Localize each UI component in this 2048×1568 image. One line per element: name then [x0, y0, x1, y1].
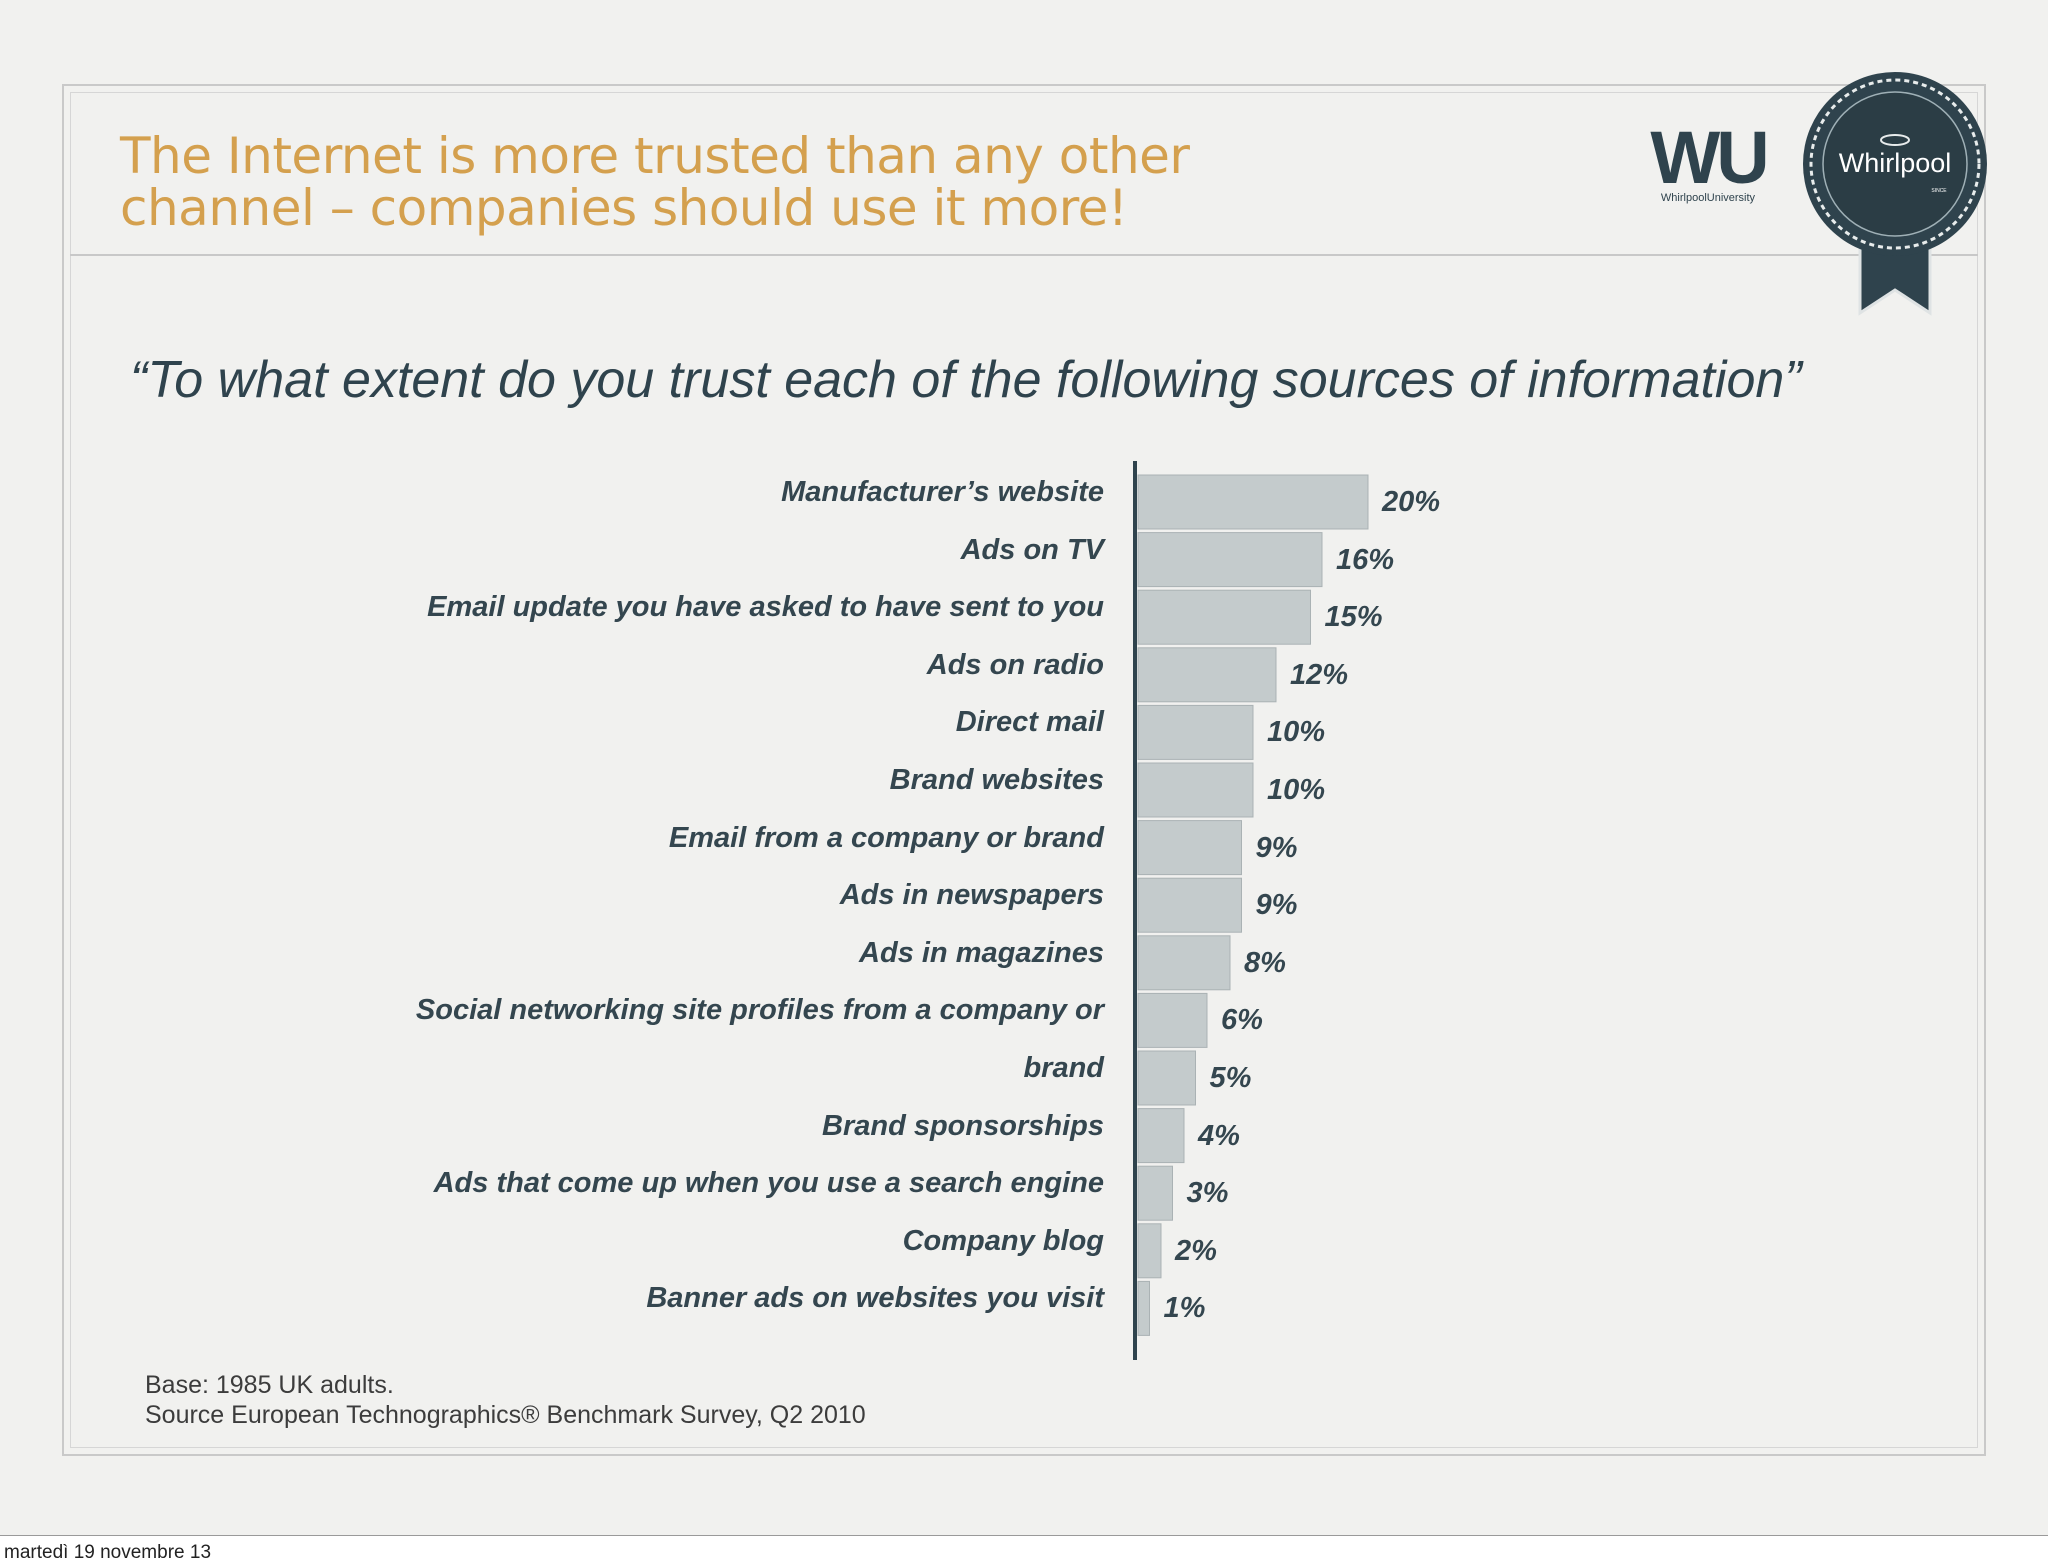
bar-9 — [1137, 935, 1231, 991]
value-label: 10% — [1267, 716, 1326, 749]
value-label: 8% — [1244, 946, 1286, 979]
date-footer-bar: martedì 19 novembre 13 — [0, 1535, 2048, 1568]
category-label: Brand sponsorships — [822, 1109, 1104, 1142]
bar-1 — [1137, 474, 1369, 530]
slide-title: The Internet is more trusted than any ot… — [120, 130, 1190, 234]
value-label: 12% — [1290, 658, 1349, 691]
survey-question: “To what extent do you trust each of the… — [130, 351, 1802, 409]
trust-bar-chart — [1133, 461, 1369, 1360]
category-label: Email update you have asked to have sent… — [427, 591, 1104, 624]
bar-13 — [1137, 1165, 1173, 1221]
value-label: 16% — [1336, 543, 1395, 576]
category-label: Ads on TV — [960, 533, 1104, 566]
category-label: Banner ads on websites you visit — [646, 1282, 1104, 1315]
date-footer-text: martedì 19 novembre 13 — [4, 1542, 212, 1563]
category-label: Ads in newspapers — [839, 879, 1104, 912]
title-divider — [70, 254, 1978, 256]
value-label: 9% — [1255, 831, 1298, 864]
seal-subtext: SINCE — [1931, 188, 1947, 194]
bar-2 — [1137, 532, 1323, 588]
bar-10 — [1137, 992, 1208, 1048]
category-label: Ads that come up when you use a search e… — [433, 1167, 1104, 1200]
value-label: 6% — [1221, 1004, 1263, 1037]
bar-11 — [1137, 1050, 1196, 1106]
bar-4 — [1137, 647, 1277, 703]
value-label: 5% — [1209, 1062, 1252, 1094]
slide-frame-outer — [62, 84, 1986, 1456]
category-label: Ads on radio — [926, 648, 1104, 681]
seal-text: Whirlpool — [1839, 148, 1952, 178]
wu-logo-subtitle: WhirlpoolUniversity — [1660, 192, 1756, 204]
whirlpool-university-logo: WU WhirlpoolUniversity — [1640, 116, 1776, 205]
value-label: 10% — [1267, 774, 1326, 806]
value-label: 9% — [1255, 889, 1298, 922]
footnote: Base: 1985 UK adults. Source European Te… — [145, 1370, 866, 1430]
slide-frame-inner — [70, 92, 1978, 1448]
wu-logo-letters: WU — [1650, 116, 1769, 199]
whirlpool-seal-logo: Whirlpool SINCE — [1803, 72, 1987, 316]
footnote-base: Base: 1985 UK adults. — [145, 1371, 394, 1399]
bar-7 — [1137, 820, 1242, 876]
slide-title-line-1: The Internet is more trusted than any ot… — [120, 127, 1190, 185]
category-label: Social networking site profiles from a c… — [415, 994, 1104, 1027]
category-label: Ads in magazines — [859, 936, 1104, 969]
value-label: 15% — [1324, 601, 1383, 634]
category-label: Manufacturer’s website — [781, 476, 1104, 508]
value-label: 20% — [1382, 486, 1441, 518]
footnote-source: Source European Technographics® Benchmar… — [145, 1401, 866, 1429]
bar-12 — [1137, 1108, 1185, 1164]
slide-title-line-2: channel – companies should use it more! — [120, 179, 1128, 237]
value-label: 4% — [1198, 1119, 1240, 1152]
category-label: Brand websites — [889, 764, 1104, 796]
bar-6 — [1137, 762, 1254, 818]
value-label: 1% — [1163, 1292, 1206, 1325]
category-label: Direct mail — [955, 706, 1104, 739]
bar-15 — [1137, 1280, 1150, 1336]
bar-3 — [1137, 589, 1311, 645]
bar-8 — [1137, 877, 1242, 933]
bar-14 — [1137, 1223, 1162, 1279]
category-label: Company blog — [902, 1224, 1104, 1257]
value-label: 3% — [1186, 1177, 1229, 1210]
value-label: 2% — [1175, 1234, 1217, 1267]
category-label: Email from a company or brand — [668, 821, 1104, 854]
category-label: brand — [1023, 1052, 1104, 1084]
bar-5 — [1137, 704, 1254, 760]
